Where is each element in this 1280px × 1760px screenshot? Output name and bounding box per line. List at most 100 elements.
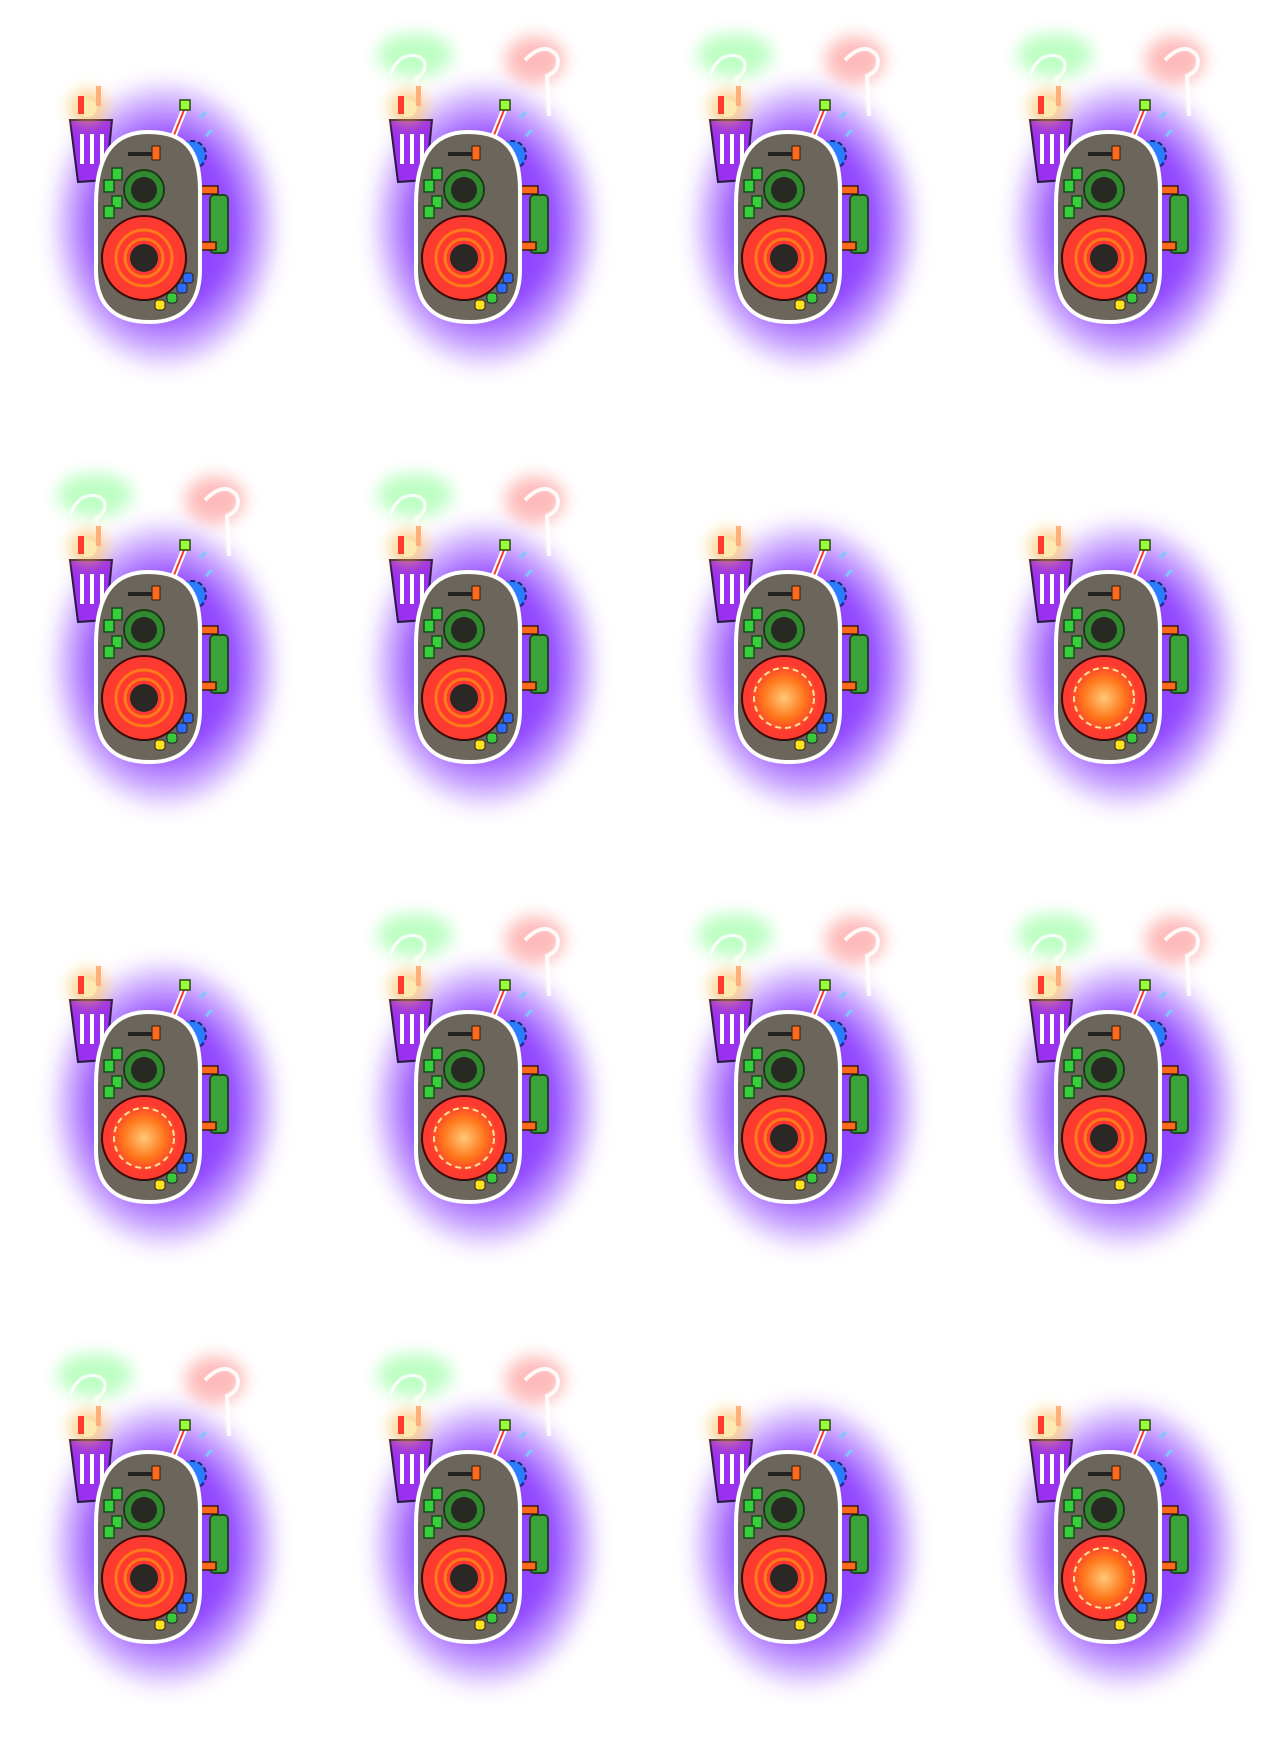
- core-burst: [1070, 664, 1138, 732]
- fuse: [96, 86, 101, 106]
- spark: [524, 1448, 534, 1458]
- canister-stripe: [80, 1014, 84, 1044]
- gem: [166, 1172, 178, 1184]
- gem: [502, 272, 514, 284]
- dial-center: [1091, 617, 1117, 643]
- canister-stripe: [100, 134, 104, 164]
- canister-stripe: [400, 134, 404, 164]
- indicator-light: [751, 1075, 763, 1089]
- smoke-trail: [388, 1374, 427, 1414]
- reactor-sprite: [687, 33, 923, 375]
- canister-stripe: [400, 1454, 404, 1484]
- smoke-trail: [708, 934, 747, 974]
- fuse: [398, 96, 404, 114]
- canister-stripe: [420, 134, 424, 164]
- gem: [1142, 1592, 1154, 1604]
- spark: [198, 550, 208, 560]
- gem: [1142, 272, 1154, 284]
- spark: [1164, 1008, 1174, 1018]
- canister-stripe: [410, 574, 414, 604]
- slider-knob: [1111, 145, 1121, 161]
- smoke-trail: [523, 47, 560, 117]
- slider-knob: [471, 585, 481, 601]
- slider-knob: [151, 1025, 161, 1041]
- spark: [204, 568, 214, 578]
- indicator-light: [751, 1047, 763, 1061]
- fuse: [1056, 966, 1061, 986]
- fuse: [398, 536, 404, 554]
- indicator-light: [751, 195, 763, 209]
- fuse: [78, 96, 84, 114]
- fuse: [736, 526, 741, 546]
- green-tank: [1169, 1514, 1189, 1574]
- antenna-tip: [819, 1419, 831, 1431]
- fuse: [416, 86, 421, 106]
- gem: [1136, 1162, 1148, 1174]
- canister-stripe: [720, 574, 724, 604]
- sprite-frame: [0, 0, 320, 440]
- indicator-light: [423, 205, 435, 219]
- slider: [768, 152, 796, 156]
- lightning-ring: [1073, 667, 1135, 729]
- fuse: [96, 966, 101, 986]
- fuse: [1056, 1406, 1061, 1426]
- smoke-trail: [843, 47, 880, 117]
- indicator-light: [743, 645, 755, 659]
- antenna-tip: [499, 539, 511, 551]
- spark: [1158, 1430, 1168, 1440]
- fuse: [1056, 526, 1061, 546]
- antenna-tip: [819, 99, 831, 111]
- indicator-light: [743, 1059, 755, 1073]
- core-ring: [123, 1557, 165, 1599]
- canister-stripe: [90, 1014, 94, 1044]
- indicator-light: [1071, 635, 1083, 649]
- green-tank: [529, 194, 549, 254]
- sprite-frame: [640, 880, 960, 1320]
- fuse: [416, 526, 421, 546]
- core-burst: [110, 1104, 178, 1172]
- spark: [1158, 550, 1168, 560]
- canister-stripe: [740, 134, 744, 164]
- indicator-light: [1071, 1047, 1083, 1061]
- dial-center: [771, 617, 797, 643]
- sprite-frame: [960, 440, 1280, 880]
- spark: [518, 990, 528, 1000]
- fuse: [736, 966, 741, 986]
- core-ring: [443, 677, 485, 719]
- gem: [176, 1162, 188, 1174]
- dial-center: [771, 1497, 797, 1523]
- fuse: [1038, 96, 1044, 114]
- dial-center: [451, 1497, 477, 1523]
- sprite-frame: [960, 880, 1280, 1320]
- indicator-light: [431, 607, 443, 621]
- gem: [474, 1179, 486, 1191]
- indicator-light: [111, 167, 123, 181]
- gem: [176, 282, 188, 294]
- indicator-light: [103, 1525, 115, 1539]
- canister-stripe: [90, 574, 94, 604]
- indicator-light: [103, 619, 115, 633]
- slider-knob: [791, 1465, 801, 1481]
- smoke-trail: [388, 54, 427, 94]
- core-center: [770, 1124, 798, 1152]
- indicator-light: [1071, 1515, 1083, 1529]
- indicator-light: [1071, 1487, 1083, 1501]
- slider-knob: [791, 145, 801, 161]
- gem: [1114, 1179, 1126, 1191]
- reactor-sprite: [367, 1353, 603, 1695]
- core-ring: [1083, 1117, 1125, 1159]
- gem: [1136, 1602, 1148, 1614]
- dial-center: [771, 1057, 797, 1083]
- fuse: [96, 526, 101, 546]
- slider: [128, 1032, 156, 1036]
- indicator-light: [743, 1499, 755, 1513]
- green-tank: [1169, 1074, 1189, 1134]
- spark: [204, 128, 214, 138]
- indicator-light: [751, 1487, 763, 1501]
- indicator-light: [111, 635, 123, 649]
- gem: [176, 722, 188, 734]
- green-tank: [529, 1074, 549, 1134]
- spark: [844, 128, 854, 138]
- indicator-light: [751, 607, 763, 621]
